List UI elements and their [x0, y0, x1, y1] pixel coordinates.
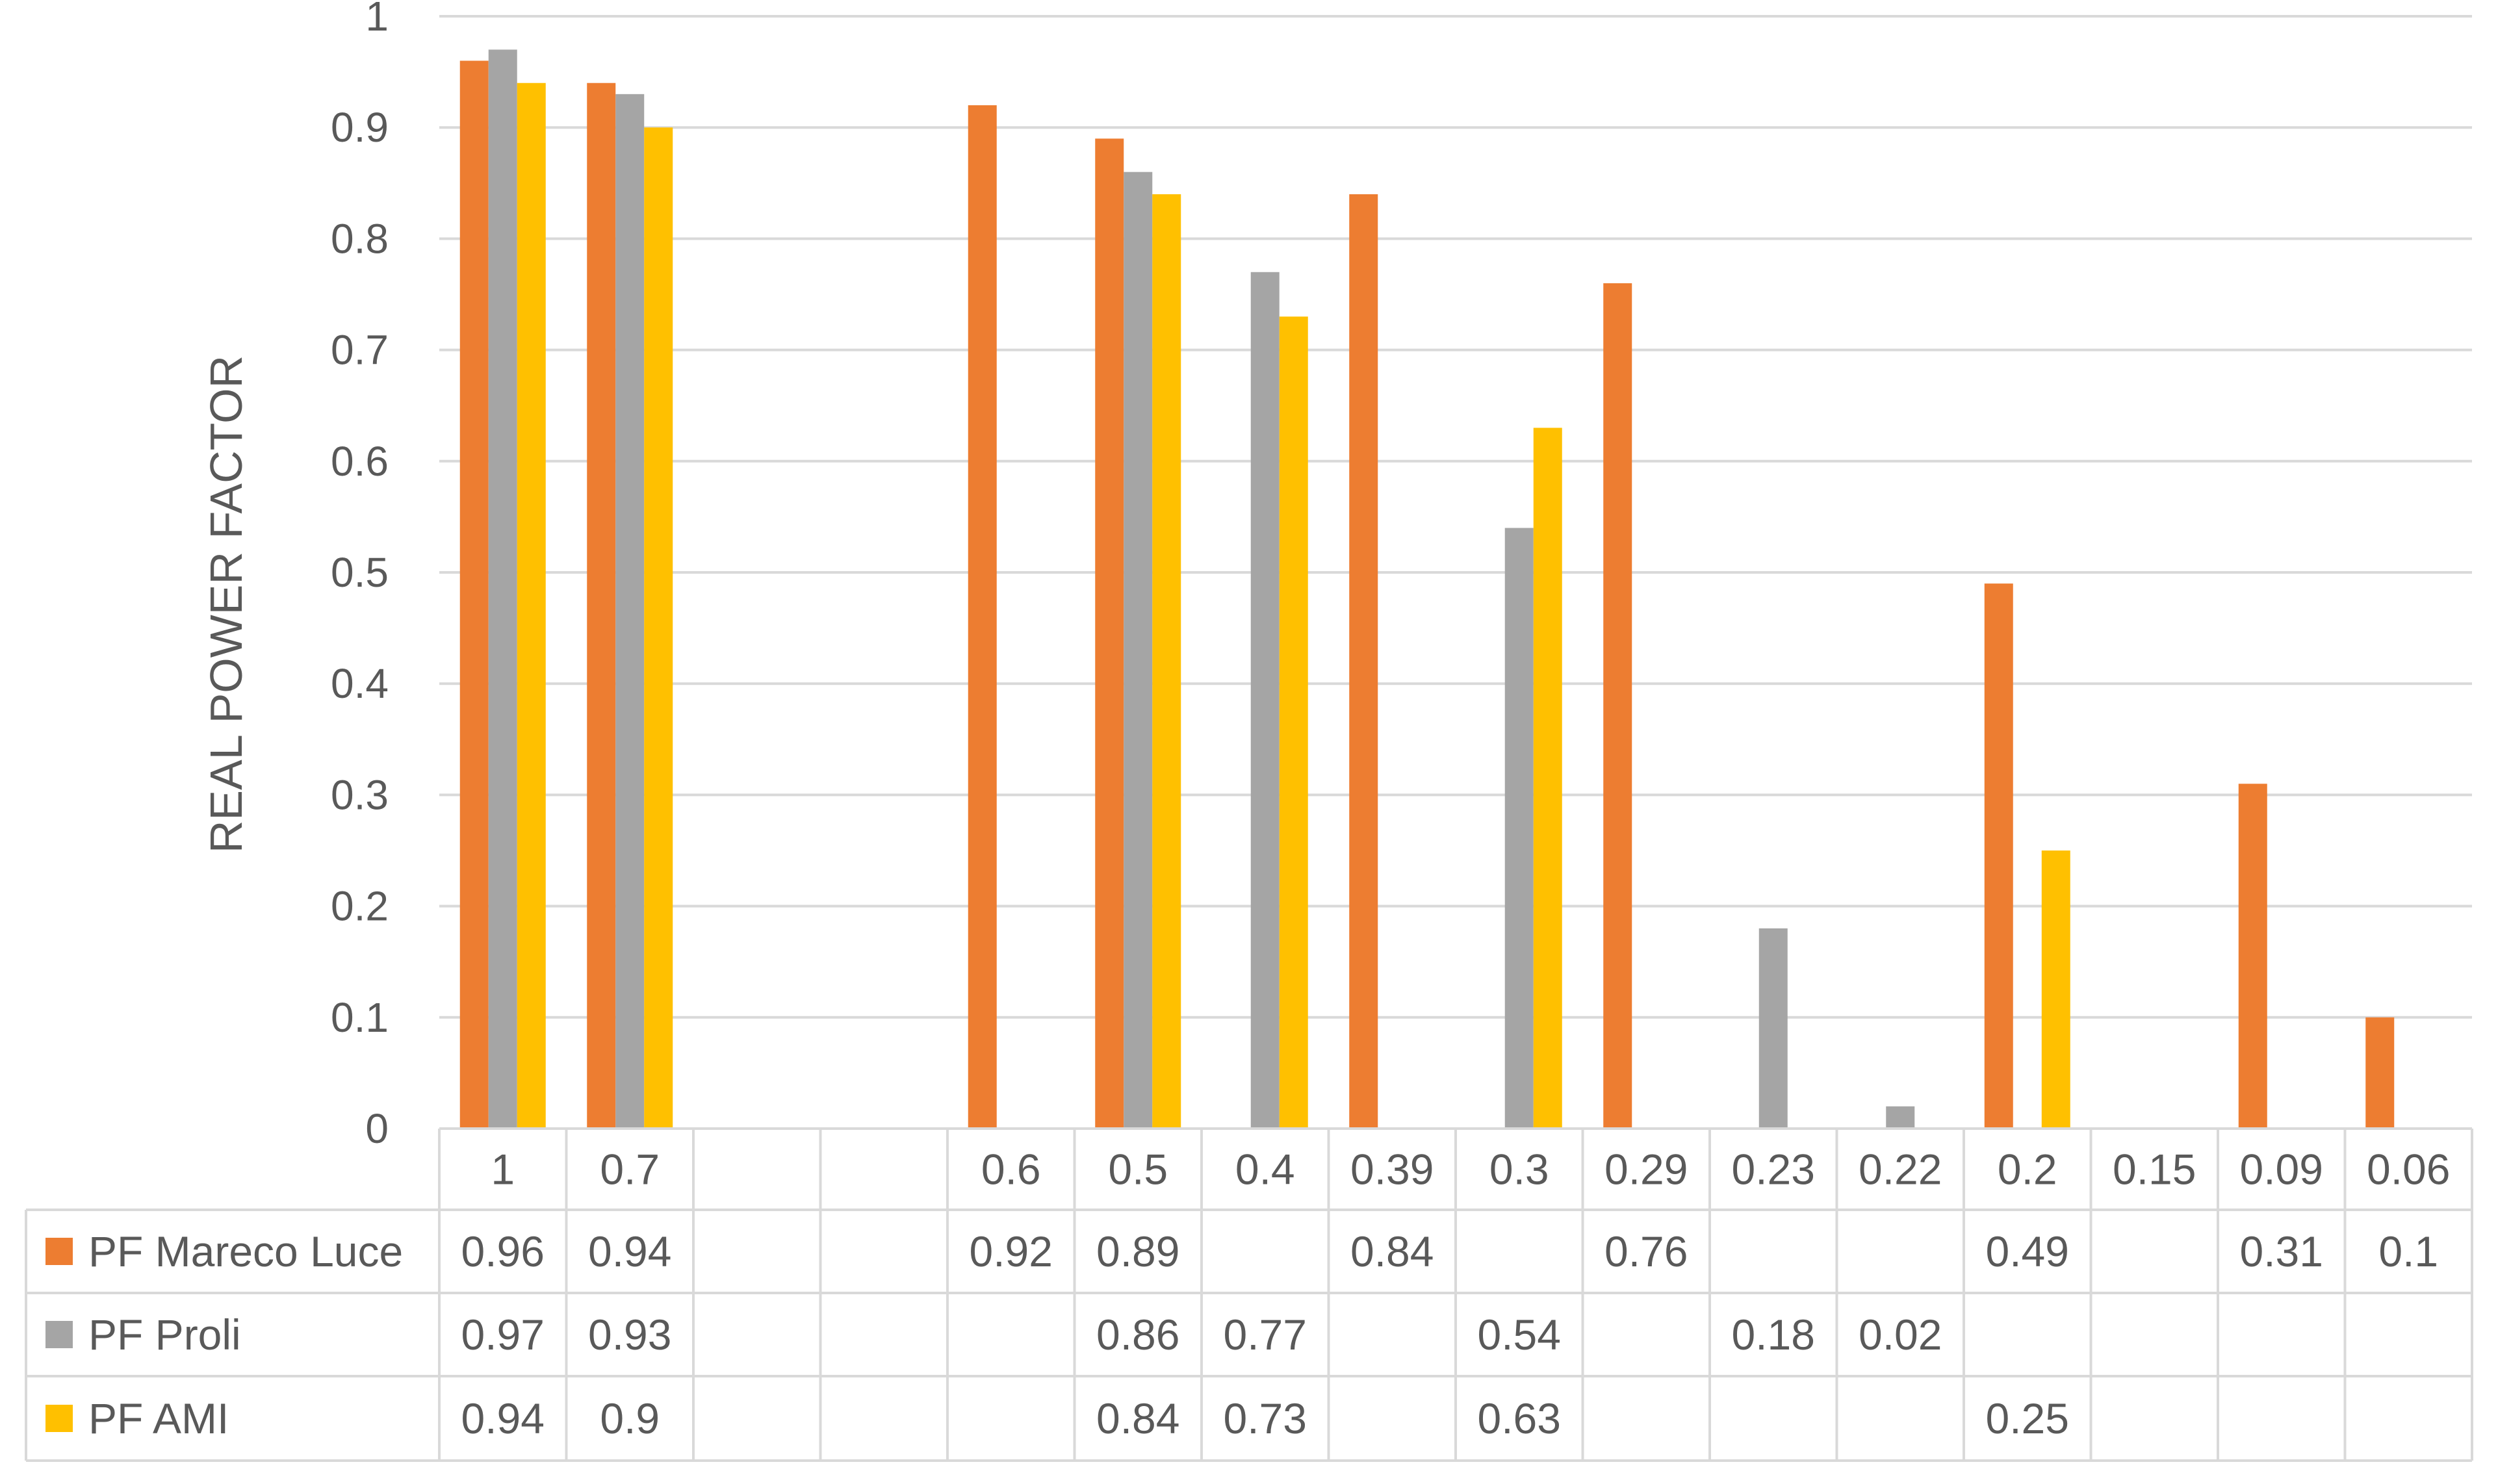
legend-key — [45, 1321, 73, 1348]
bar-pf-mareco-luce — [2365, 1017, 2395, 1129]
bar-pf-ami — [644, 127, 673, 1129]
data-label: 0.73 — [1224, 1394, 1307, 1442]
x-tick-label: 0.7 — [600, 1145, 660, 1194]
data-label: 0.96 — [461, 1227, 545, 1275]
y-tick-label: 0 — [365, 1105, 389, 1152]
data-label: 0.92 — [970, 1227, 1053, 1275]
bars — [459, 49, 2395, 1129]
data-label: 0.94 — [461, 1394, 545, 1442]
data-table: 1 0.7 0.6 0.5 0.4 0.39 0.3 0.29 0.23 0.22 0.2 0.15 0… — [25, 1127, 2473, 1462]
bar-pf-proli — [1504, 528, 1534, 1129]
data-label: 0.94 — [588, 1227, 671, 1275]
data-label: 0.97 — [461, 1311, 545, 1359]
data-label: 0.76 — [1604, 1227, 1688, 1275]
legend-key — [45, 1405, 73, 1432]
bar-pf-mareco-luce — [2238, 784, 2267, 1129]
bar-pf-mareco-luce — [968, 105, 997, 1129]
y-tick-label: 1 — [365, 0, 389, 40]
data-label: 0.1 — [2378, 1227, 2438, 1275]
bar-pf-proli — [1886, 1106, 1915, 1129]
bar-pf-proli — [1124, 172, 1153, 1129]
legend-key — [45, 1238, 73, 1265]
data-label: 0.49 — [1986, 1227, 2069, 1275]
bar-pf-ami — [1152, 194, 1181, 1129]
y-tick-label: 0.8 — [331, 215, 389, 262]
y-tick-label: 0.4 — [331, 660, 389, 707]
x-tick-label: 0.2 — [1998, 1145, 2057, 1194]
data-label: 0.9 — [600, 1394, 660, 1442]
data-label: 0.77 — [1224, 1311, 1307, 1359]
bar-pf-proli — [1758, 928, 1788, 1129]
bar-pf-mareco-luce — [1349, 194, 1378, 1129]
y-tick-label: 0.3 — [331, 771, 389, 818]
y-tick-label: 0.1 — [331, 994, 389, 1041]
x-tick-label: 0.06 — [2367, 1145, 2450, 1194]
data-label: 0.86 — [1096, 1311, 1179, 1359]
y-tick-label: 0.9 — [331, 104, 389, 151]
bar-pf-mareco-luce — [459, 60, 489, 1129]
data-label: 0.84 — [1350, 1227, 1434, 1275]
bar-pf-proli — [488, 49, 517, 1129]
bar-pf-ami — [1533, 428, 1562, 1129]
y-tick-label: 0.7 — [331, 327, 389, 374]
bar-pf-mareco-luce — [1603, 283, 1632, 1129]
x-tick-label: 0.3 — [1489, 1145, 1549, 1194]
data-label: 0.63 — [1478, 1394, 1561, 1442]
bar-pf-mareco-luce — [587, 83, 616, 1129]
data-label: 0.89 — [1096, 1227, 1179, 1275]
data-label: 0.84 — [1096, 1394, 1179, 1442]
bar-pf-ami — [517, 83, 546, 1129]
series-name: PF Proli — [88, 1311, 241, 1359]
x-tick-label: 0.23 — [1732, 1145, 1815, 1194]
y-tick-label: 0.5 — [331, 549, 389, 596]
series-name: PF AMI — [88, 1394, 229, 1442]
data-label: 0.31 — [2240, 1227, 2323, 1275]
data-label: 0.25 — [1986, 1394, 2069, 1442]
data-label: 0.54 — [1478, 1311, 1561, 1359]
bar-pf-proli — [1250, 272, 1280, 1129]
y-tick-label: 0.6 — [331, 438, 389, 485]
bar-pf-ami — [2041, 851, 2070, 1129]
x-tick-label: 0.4 — [1235, 1145, 1295, 1194]
x-tick-label: 0.6 — [981, 1145, 1041, 1194]
data-label: 0.18 — [1732, 1311, 1815, 1359]
gridlines — [439, 15, 2472, 1130]
x-tick-label: 0.29 — [1604, 1145, 1688, 1194]
bar-pf-proli — [615, 94, 645, 1129]
x-tick-label: 0.15 — [2113, 1145, 2196, 1194]
x-tick-label: 1 — [491, 1145, 515, 1194]
series-name: PF Mareco Luce — [88, 1227, 403, 1275]
x-tick-label: 0.5 — [1108, 1145, 1168, 1194]
bar-pf-mareco-luce — [1095, 138, 1124, 1129]
bar-pf-mareco-luce — [1984, 583, 2013, 1129]
y-tick-label: 0.2 — [331, 883, 389, 930]
x-tick-label: 0.09 — [2240, 1145, 2323, 1194]
data-label: 0.02 — [1859, 1311, 1942, 1359]
x-tick-label: 0.22 — [1859, 1145, 1942, 1194]
y-axis-label: REAL POWER FACTOR — [201, 355, 251, 853]
data-label: 0.93 — [588, 1311, 671, 1359]
y-axis: 0 0.1 0.2 0.3 0.4 0.5 0.6 0.7 0.8 0.9 1 — [331, 0, 389, 1152]
x-tick-label: 0.39 — [1350, 1145, 1434, 1194]
bar-pf-ami — [1279, 316, 1308, 1129]
